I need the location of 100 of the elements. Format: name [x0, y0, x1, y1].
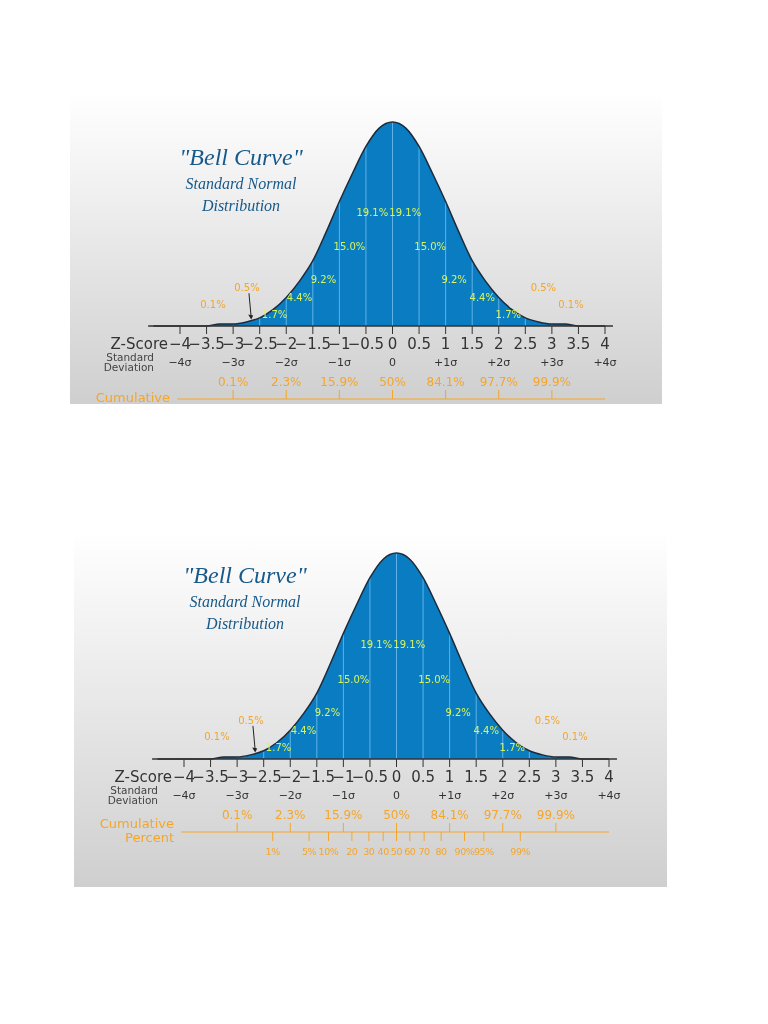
text: +3σ: [544, 789, 568, 802]
x-tick-label: −0.5: [347, 335, 385, 353]
x-tick-label: 0.5: [411, 768, 435, 786]
x-tick-label: 2: [493, 335, 504, 353]
x-tick-label: 3: [551, 768, 561, 786]
text: +4σ: [593, 356, 617, 369]
x-tick-label: 1.5: [460, 335, 485, 353]
annotation: 15.0%: [418, 673, 451, 685]
text: 84.1%: [426, 375, 465, 389]
text: +3σ: [540, 356, 564, 369]
text: +2σ: [487, 356, 511, 369]
x-tick-label: 1: [440, 335, 451, 353]
text: +4σ: [597, 789, 621, 802]
text: −2σ: [278, 789, 302, 802]
x-tick-label: 1.5: [464, 768, 489, 786]
text: 97.7%: [479, 375, 518, 389]
annotation: 4.4%: [473, 725, 499, 737]
text: −4σ: [172, 789, 196, 802]
x-tick-label: 4: [600, 335, 610, 353]
annotation: 0.1%: [558, 298, 584, 310]
annotation: 0.5%: [238, 714, 264, 726]
text: 0.1%: [221, 808, 253, 822]
text: 0.1%: [217, 375, 249, 389]
annotation: 4.4%: [286, 292, 313, 304]
text: 50%: [379, 375, 406, 389]
x-axis-title: Z-Score: [114, 768, 172, 786]
text: 60: [404, 846, 416, 857]
text: Standard Deviation: [103, 351, 154, 373]
annotation: 19.1%: [393, 638, 426, 650]
x-tick-label: −4: [172, 768, 196, 786]
text: 1%: [265, 846, 281, 857]
text: 5%: [301, 846, 317, 857]
text: 20: [346, 846, 358, 857]
annotation: 0.5%: [530, 282, 557, 294]
annotation: 4.4%: [290, 725, 317, 737]
x-tick-label: −0.5: [351, 768, 389, 786]
text: 40: [377, 846, 390, 857]
annotation: 0.1%: [200, 298, 226, 310]
text: +1σ: [438, 789, 462, 802]
annotation: 0.1%: [562, 731, 588, 743]
annotation: 9.2%: [314, 706, 341, 718]
annotation: 19.1%: [389, 206, 422, 218]
text: 50: [390, 846, 403, 857]
text: "Bell Curve": [179, 144, 304, 170]
text: Cumulative: [95, 390, 170, 405]
annotation: 0.5%: [234, 282, 260, 294]
annotation: 15.0%: [414, 241, 447, 253]
annotation: 0.5%: [534, 714, 561, 726]
x-tick-label: 2: [497, 768, 508, 786]
text: Cumulative Percent: [99, 816, 174, 845]
text: −1σ: [331, 789, 355, 802]
x-tick-label: −4: [168, 335, 192, 353]
text: 97.7%: [483, 808, 522, 822]
annotation: 1.7%: [499, 741, 526, 753]
text: 84.1%: [430, 808, 469, 822]
annotation: 9.2%: [441, 274, 467, 286]
x-tick-label: 0: [387, 335, 398, 353]
text: 99%: [510, 846, 531, 857]
text: 70: [418, 846, 431, 857]
text: 0: [389, 356, 396, 369]
x-tick-label: 0: [391, 768, 402, 786]
text: 99.9%: [532, 375, 571, 389]
annotation: 19.1%: [360, 638, 393, 650]
annotation: 19.1%: [356, 206, 389, 218]
x-tick-label: 2.5: [513, 335, 538, 353]
annotation: 1.7%: [495, 308, 522, 320]
text: 10%: [318, 846, 339, 857]
text: 50%: [383, 808, 410, 822]
text: Standard Deviation: [107, 784, 158, 806]
text: 95%: [473, 846, 495, 857]
text: −4σ: [168, 356, 192, 369]
text: Standard Normal Distribution: [185, 175, 298, 214]
annotation: 9.2%: [310, 274, 337, 286]
text: 0: [393, 789, 400, 802]
text: Standard Normal Distribution: [189, 593, 302, 632]
annotation: 9.2%: [445, 706, 471, 718]
x-tick-label: 3.5: [566, 335, 591, 353]
text: 2.3%: [271, 375, 302, 389]
x-tick-label: 2.5: [517, 768, 542, 786]
text: 30: [363, 846, 375, 857]
annotation: 1.7%: [261, 308, 288, 320]
text: 2.3%: [275, 808, 306, 822]
text: −3σ: [225, 789, 249, 802]
x-tick-label: 0.5: [407, 335, 431, 353]
chart-title: "Bell Curve": [183, 562, 308, 588]
x-tick-label: 1: [444, 768, 455, 786]
text: −1σ: [327, 356, 351, 369]
text: 99.9%: [536, 808, 575, 822]
x-tick-label: 3.5: [570, 768, 595, 786]
text: −3σ: [221, 356, 245, 369]
annotation: 15.0%: [337, 673, 370, 685]
x-tick-label: 4: [604, 768, 614, 786]
x-tick-label: 3: [547, 335, 557, 353]
text: 90%: [454, 846, 475, 857]
annotation: 15.0%: [333, 241, 366, 253]
text: +1σ: [434, 356, 458, 369]
annotation: 4.4%: [469, 292, 495, 304]
text: 15.9%: [320, 375, 359, 389]
annotation: 1.7%: [265, 741, 292, 753]
annotation: 0.1%: [204, 731, 230, 743]
